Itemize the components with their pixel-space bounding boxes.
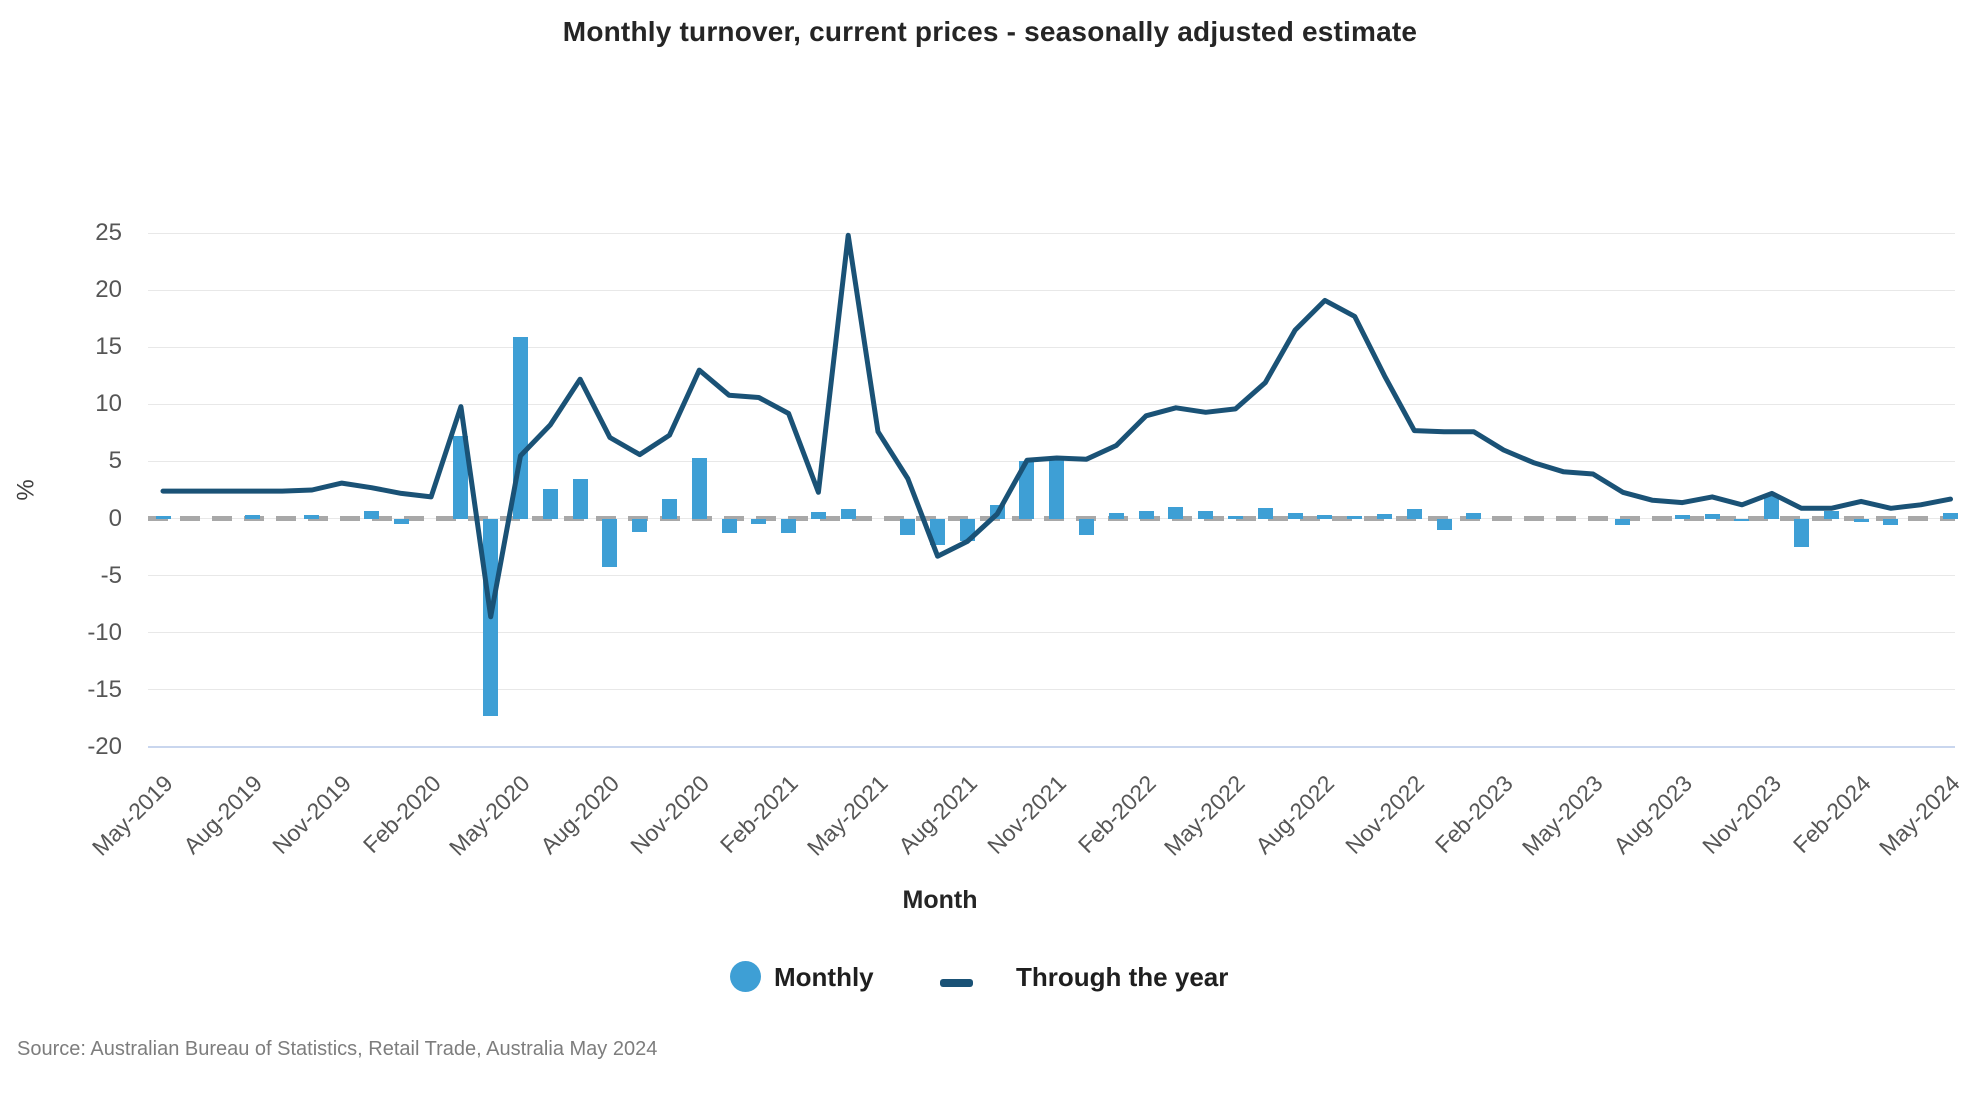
- y-tick--20: -20: [87, 733, 122, 760]
- bar-Dec-2022[interactable]: [1436, 518, 1452, 530]
- x-tick-Nov-2021: Nov-2021: [982, 770, 1072, 859]
- bar-Nov-2021[interactable]: [1049, 460, 1065, 519]
- bar-Jul-2022[interactable]: [1287, 512, 1303, 519]
- x-tick-May-2023: May-2023: [1516, 770, 1608, 861]
- source-note: Source: Australian Bureau of Statistics,…: [17, 1038, 658, 1060]
- y-tick-0: 0: [108, 504, 122, 532]
- bar-Jun-2023[interactable]: [1615, 518, 1631, 526]
- bar-Mar-2022[interactable]: [1168, 507, 1184, 519]
- y-tick-10: 10: [95, 390, 122, 418]
- bar-Feb-2024[interactable]: [1853, 518, 1869, 522]
- x-tick-Aug-2020: Aug-2020: [535, 770, 625, 859]
- bar-Aug-2021[interactable]: [959, 518, 975, 542]
- bar-Dec-2019[interactable]: [364, 510, 380, 519]
- bar-May-2020[interactable]: [513, 336, 528, 519]
- y-tick--15: -15: [87, 675, 122, 703]
- bar-Nov-2023[interactable]: [1764, 495, 1780, 519]
- bar-Jun-2021[interactable]: [900, 518, 916, 535]
- chart-title: Monthly turnover, current prices - seaso…: [562, 16, 1418, 47]
- bar-Aug-2022[interactable]: [1317, 515, 1333, 519]
- y-tick-15: 15: [95, 333, 122, 361]
- x-tick-Aug-2022: Aug-2022: [1250, 770, 1340, 859]
- bar-May-2019[interactable]: [155, 516, 171, 519]
- bar-Apr-2020[interactable]: [483, 518, 499, 717]
- bar-Sep-2020[interactable]: [632, 518, 648, 533]
- x-tick-Feb-2020: Feb-2020: [357, 770, 446, 859]
- x-tick-Feb-2022: Feb-2022: [1072, 770, 1161, 859]
- bar-Mar-2024[interactable]: [1883, 518, 1899, 526]
- x-tick-May-2020: May-2020: [444, 770, 535, 861]
- legend-line-icon[interactable]: [940, 979, 973, 987]
- x-tick-Feb-2023: Feb-2023: [1429, 770, 1519, 859]
- bar-Oct-2023[interactable]: [1734, 518, 1750, 521]
- bar-Aug-2023[interactable]: [1674, 515, 1690, 519]
- x-tick-Nov-2020: Nov-2020: [624, 770, 714, 859]
- y-axis-label: %: [12, 479, 40, 501]
- y-tick-25: 25: [95, 219, 122, 246]
- x-tick-Aug-2019: Aug-2019: [177, 770, 267, 859]
- bar-Jun-2022[interactable]: [1257, 508, 1273, 519]
- x-tick-Feb-2024: Feb-2024: [1787, 770, 1876, 859]
- bar-Feb-2021[interactable]: [781, 518, 797, 534]
- bar-Oct-2021[interactable]: [1019, 461, 1035, 519]
- y-tick-5: 5: [108, 447, 122, 475]
- bar-Jan-2023[interactable]: [1466, 512, 1482, 519]
- x-tick-May-2022: May-2022: [1159, 770, 1250, 861]
- bar-Mar-2020[interactable]: [453, 436, 469, 519]
- x-tick-May-2019: May-2019: [86, 770, 178, 861]
- x-tick-Aug-2021: Aug-2021: [892, 770, 982, 859]
- bar-Jun-2020[interactable]: [542, 488, 558, 519]
- legend-item-through-the-year[interactable]: Through the year: [1016, 962, 1229, 992]
- x-tick-Nov-2023: Nov-2023: [1697, 770, 1787, 859]
- bar-Sep-2023[interactable]: [1704, 513, 1720, 519]
- gridline-y--20: [148, 746, 1955, 748]
- legend-item-monthly[interactable]: Monthly: [774, 962, 874, 992]
- gridline-y--10: [148, 632, 1955, 634]
- bar-Apr-2021[interactable]: [840, 509, 856, 519]
- x-tick-Nov-2019: Nov-2019: [267, 770, 357, 859]
- x-tick-Feb-2021: Feb-2021: [714, 770, 804, 859]
- y-tick-20: 20: [95, 276, 122, 304]
- x-tick-May-2021: May-2021: [801, 770, 893, 861]
- bar-Aug-2019[interactable]: [244, 515, 260, 519]
- x-tick-Aug-2023: Aug-2023: [1607, 770, 1697, 859]
- gridline-y--15: [148, 689, 1955, 691]
- x-tick-May-2024: May-2024: [1874, 770, 1965, 861]
- bar-Jul-2020[interactable]: [572, 478, 588, 519]
- bar-Mar-2021[interactable]: [810, 511, 826, 519]
- legend-monthly-dot-icon[interactable]: [730, 961, 761, 992]
- gridline-y-25: [148, 232, 1955, 234]
- bar-Nov-2022[interactable]: [1406, 509, 1422, 519]
- bar-Sep-2021[interactable]: [989, 504, 1005, 519]
- gridline-y-20: [148, 289, 1955, 291]
- bar-Jan-2024[interactable]: [1823, 510, 1839, 519]
- bar-May-2022[interactable]: [1228, 516, 1243, 519]
- x-tick-Nov-2022: Nov-2022: [1339, 770, 1429, 859]
- bar-May-2024[interactable]: [1943, 512, 1958, 519]
- bar-Feb-2022[interactable]: [1138, 510, 1154, 519]
- gridline-y-15: [148, 346, 1955, 348]
- bar-Nov-2020[interactable]: [691, 458, 707, 519]
- x-axis-title: Month: [902, 886, 978, 914]
- bar-Oct-2022[interactable]: [1376, 513, 1392, 519]
- bar-Dec-2021[interactable]: [1079, 518, 1095, 535]
- bar-Jan-2021[interactable]: [751, 518, 767, 525]
- bar-Apr-2022[interactable]: [1198, 510, 1214, 519]
- bar-Jan-2020[interactable]: [393, 518, 409, 525]
- bar-Aug-2020[interactable]: [602, 518, 618, 567]
- bar-Oct-2020[interactable]: [661, 499, 677, 519]
- bar-Oct-2019[interactable]: [304, 515, 320, 519]
- gridline-y--5: [148, 575, 1955, 577]
- bar-Jan-2022[interactable]: [1108, 512, 1124, 519]
- gridline-y-10: [148, 403, 1955, 405]
- y-tick--10: -10: [87, 618, 122, 646]
- bar-Dec-2023[interactable]: [1794, 518, 1810, 548]
- bar-Dec-2020[interactable]: [721, 518, 737, 534]
- y-tick--5: -5: [100, 561, 122, 589]
- bar-Jul-2021[interactable]: [930, 518, 946, 545]
- bar-Sep-2022[interactable]: [1347, 516, 1363, 519]
